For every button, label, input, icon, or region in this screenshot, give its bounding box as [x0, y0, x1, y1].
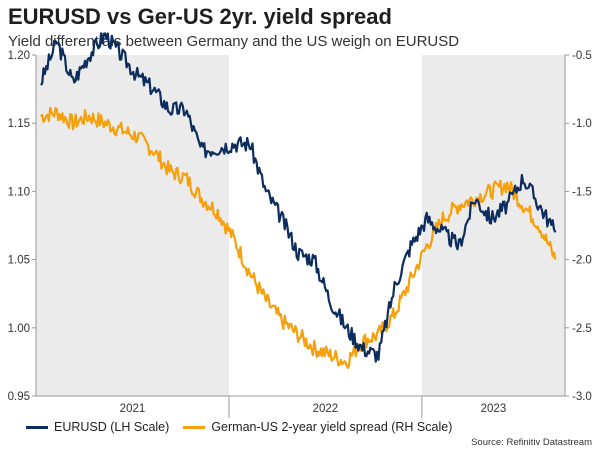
left-tick-label: 1.00 [8, 323, 30, 335]
left-tick-label: 1.15 [8, 118, 30, 130]
chart-subtitle: Yield differentials between Germany and … [8, 33, 460, 50]
legend-swatch-eurusd [26, 425, 48, 429]
x-tick-label: 2021 [120, 403, 146, 415]
legend-label-yield-spread: German-US 2-year yield spread (RH Scale) [211, 420, 453, 434]
right-tick-label: -1.5 [572, 186, 592, 198]
left-tick-label: 1.05 [8, 255, 30, 267]
right-tick-label: -2.5 [572, 323, 592, 335]
shaded-band-2023 [421, 55, 565, 396]
legend-item-eurusd: EURUSD (LH Scale) [26, 420, 169, 434]
chart-title: EURUSD vs Ger-US 2yr. yield spread [8, 4, 392, 29]
x-tick-label: 2022 [313, 403, 339, 415]
right-tick-label: -0.5 [572, 50, 592, 62]
series-line-yield-spread [39, 106, 557, 369]
right-tick-label: -3.0 [572, 391, 592, 403]
source-note: Source: Refinitiv Datastream [471, 437, 592, 448]
shaded-band-2021 [36, 55, 229, 396]
left-tick-label: 1.20 [8, 50, 30, 62]
x-tick-label: 2023 [481, 403, 507, 415]
legend-label-eurusd: EURUSD (LH Scale) [54, 420, 170, 434]
right-tick-label: -2.0 [572, 255, 592, 267]
legend-swatch-yield-spread [183, 425, 206, 429]
right-tick-label: -1.0 [572, 118, 592, 130]
chart-legend: EURUSD (LH Scale) German-US 2-year yield… [26, 420, 466, 434]
left-tick-label: 1.10 [8, 186, 30, 198]
left-tick-label: 0.95 [8, 391, 30, 403]
series-line-eurusd [39, 32, 557, 363]
legend-item-yield-spread: German-US 2-year yield spread (RH Scale) [183, 420, 452, 434]
